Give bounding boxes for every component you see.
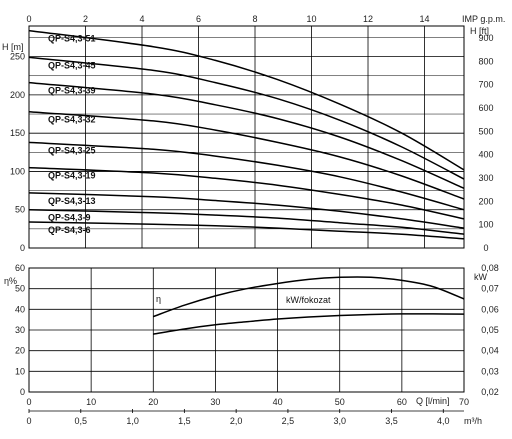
top-x-tick-label: 12 <box>363 14 373 24</box>
head-curve-label: QP-S4,3-6 <box>48 225 91 235</box>
eta-tick-label: 0 <box>20 387 25 397</box>
kw-tick-label: 0,07 <box>481 284 499 294</box>
kw-curve-label: kW/fokozat <box>286 295 331 305</box>
y-right-tick-label: 700 <box>478 80 493 90</box>
eta-tick-label: 20 <box>15 346 25 356</box>
head-curve-label: QP-S4,3-51 <box>48 34 96 44</box>
head-curve-label: QP-S4,3-45 <box>48 60 96 70</box>
top-x-tick-label: 10 <box>306 14 316 24</box>
eta-tick-label: 60 <box>15 263 25 273</box>
eta-tick-label: 50 <box>15 284 25 294</box>
y-left-tick-label: 250 <box>10 52 25 62</box>
q-m3h-tick-label: 0,5 <box>75 416 88 426</box>
q-lmin-tick-label: 40 <box>273 397 283 407</box>
efficiency-axis-ticks: 0 10 20 30 40 50 60 0,02 0,03 0,04 0,05 0,06 0,07 0,0… <box>15 263 499 426</box>
efficiency-curves <box>153 276 465 335</box>
head-curve-label: QP-S4,3-39 <box>48 86 96 96</box>
q-lmin-tick-label: 30 <box>210 397 220 407</box>
top-x-tick-label: 14 <box>420 14 430 24</box>
q-m3h-tick-label: 2,5 <box>282 416 295 426</box>
y-left-tick-label: 200 <box>10 90 25 100</box>
top-x-tick-label: 2 <box>83 14 88 24</box>
kw-tick-label: 0,08 <box>481 263 499 273</box>
top-x-unit-label: IMP g.p.m. <box>462 14 505 24</box>
q-m3h-tick-label: 3,5 <box>385 416 398 426</box>
head-curve-line <box>28 141 465 211</box>
head-curve-line <box>28 110 465 200</box>
q-m3h-tick-label: 4,0 <box>437 416 450 426</box>
q-m3h-tick-label: 2,0 <box>230 416 243 426</box>
head-curve-line <box>28 56 465 180</box>
head-curves <box>28 29 465 240</box>
q-m3h-tick-label: 3,0 <box>333 416 346 426</box>
head-curve-line <box>28 192 465 229</box>
efficiency-plot-grid <box>29 268 464 392</box>
y-right-tick-label: 100 <box>478 220 493 230</box>
y-left-tick-label: 150 <box>10 128 25 138</box>
eta-curve-line <box>153 276 465 318</box>
kw-tick-label: 0,03 <box>481 366 499 376</box>
y-right-axis-label: H [ft] <box>470 26 489 36</box>
q-m3h-axis-label: m³/h <box>464 416 482 426</box>
head-curve-line <box>28 208 465 235</box>
top-x-tick-label: 8 <box>252 14 257 24</box>
kw-tick-label: 0,04 <box>481 346 499 356</box>
y-left-tick-label: 50 <box>15 205 25 215</box>
head-curve-label: QP-S4,3-13 <box>48 196 96 206</box>
q-lmin-tick-label: 20 <box>148 397 158 407</box>
kw-tick-label: 0,05 <box>481 325 499 335</box>
head-curve-labels: QP-S4,3-51 QP-S4,3-45 QP-S4,3-39 QP-S4,3-32… <box>48 34 96 235</box>
q-m3h-tick-label: 1,5 <box>178 416 191 426</box>
eta-tick-label: 10 <box>15 366 25 376</box>
top-x-tick-label: 0 <box>26 14 31 24</box>
top-x-tick-label: 4 <box>139 14 144 24</box>
y-right-tick-label: 600 <box>478 103 493 113</box>
q-lmin-tick-label: 60 <box>397 397 407 407</box>
y-right-tick-label: 500 <box>478 126 493 136</box>
kw-curve-line <box>153 313 465 335</box>
eta-tick-label: 30 <box>15 325 25 335</box>
q-lmin-tick-label: 70 <box>459 397 469 407</box>
q-lmin-axis-label: Q [l/min] <box>416 396 450 406</box>
head-curve-line <box>28 29 465 171</box>
head-curve-label: QP-S4,3-9 <box>48 213 91 223</box>
y-right-tick-label: 300 <box>478 173 493 183</box>
y-left-tick-label: 100 <box>10 166 25 176</box>
q-lmin-tick-label: 10 <box>86 397 96 407</box>
q-lmin-tick-label: 0 <box>26 397 31 407</box>
y-right-tick-label: 0 <box>483 243 488 253</box>
head-curve-label: QP-S4,3-19 <box>48 171 96 181</box>
kw-tick-label: 0,02 <box>481 387 499 397</box>
eta-tick-label: 40 <box>15 304 25 314</box>
eta-curve-label: η <box>156 294 161 304</box>
head-curve-line <box>28 221 465 240</box>
eta-axis-label: η% <box>4 276 17 286</box>
kw-tick-label: 0,06 <box>481 304 499 314</box>
y-right-tick-label: 200 <box>478 196 493 206</box>
y-right-tick-label: 900 <box>478 33 493 43</box>
head-curve-line <box>28 81 465 189</box>
y-right-tick-label: 400 <box>478 150 493 160</box>
q-m3h-tick-label: 0 <box>26 416 31 426</box>
kw-axis-label: kW <box>474 272 488 282</box>
top-x-tick-label: 6 <box>196 14 201 24</box>
q-m3h-tick-label: 1,0 <box>126 416 139 426</box>
head-curve-label: QP-S4,3-25 <box>48 145 96 155</box>
q-lmin-tick-label: 50 <box>335 397 345 407</box>
head-axis-ticks: 0 2 4 6 8 10 12 14 0 50 100 150 200 250 0 100 200 300 400 5… <box>10 14 494 253</box>
y-left-tick-label: 0 <box>20 243 25 253</box>
y-right-tick-label: 800 <box>478 56 493 66</box>
head-plot-grid <box>29 26 464 248</box>
head-plot-frame <box>28 25 465 249</box>
head-curve-line <box>28 166 465 220</box>
head-curve-label: QP-S4,3-32 <box>48 115 96 125</box>
y-left-axis-label: H [m] <box>2 42 24 52</box>
